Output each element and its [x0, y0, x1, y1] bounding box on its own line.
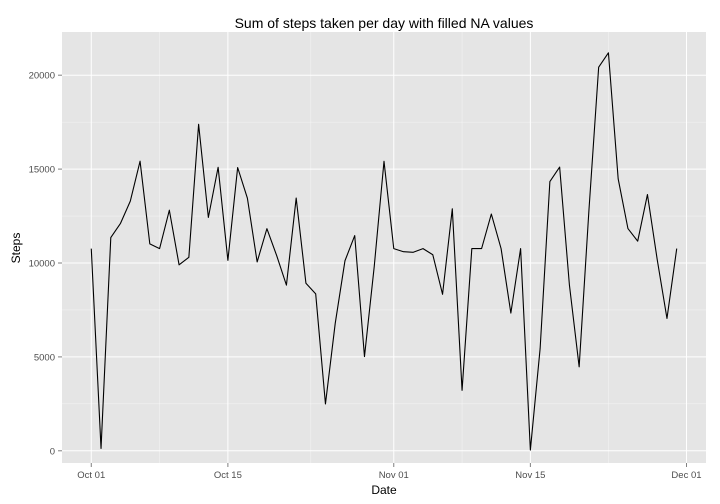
plot-panel — [62, 32, 706, 463]
x-tick-label: Nov 15 — [515, 470, 545, 481]
y-tick-label: 15000 — [29, 165, 55, 176]
steps-series-line — [90, 52, 678, 451]
x-axis: Oct 01 Oct 15 Nov 01 Nov 15 Dec 01 — [77, 463, 702, 481]
x-tick-label: Oct 15 — [214, 470, 242, 481]
y-axis-title: Steps — [9, 233, 23, 264]
y-tick-label: 5000 — [34, 352, 55, 363]
y-tick-label: 0 — [50, 446, 55, 457]
chart-title: Sum of steps taken per day with filled N… — [235, 15, 534, 31]
x-axis-title: Date — [371, 483, 397, 497]
x-tick-label: Nov 01 — [379, 470, 409, 481]
series-layer — [90, 52, 678, 451]
x-tick-label: Oct 01 — [77, 470, 105, 481]
y-tick-label: 20000 — [29, 71, 55, 82]
x-tick-label: Dec 01 — [671, 470, 701, 481]
y-axis: 0 5000 10000 15000 20000 — [29, 71, 62, 457]
y-tick-label: 10000 — [29, 258, 55, 269]
